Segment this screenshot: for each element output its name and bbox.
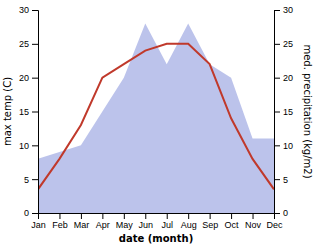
tick-label: 5 [24, 175, 29, 185]
x-axis-title: date (month) [119, 233, 193, 244]
tick: Dec [266, 213, 283, 230]
tick-mark [274, 44, 280, 45]
tick-label: 20 [283, 73, 293, 83]
axis-line [39, 214, 275, 220]
tick: Mar [74, 213, 90, 230]
tick-mark [32, 145, 38, 146]
tick-label: 15 [19, 107, 29, 117]
tick: 5 [24, 175, 38, 185]
tick: 25 [19, 39, 38, 49]
tick-mark [81, 213, 82, 219]
axis-line [275, 11, 281, 214]
tick-label: Mar [74, 220, 90, 230]
tick: Oct [225, 213, 240, 230]
tick: 5 [274, 175, 288, 185]
tick-mark [32, 78, 38, 79]
tick-mark [32, 44, 38, 45]
tick-label: 5 [283, 175, 288, 185]
tick: Jan [31, 213, 46, 230]
tick-label: 30 [283, 5, 293, 15]
tick-mark [231, 213, 232, 219]
tick: Jul [161, 213, 173, 230]
tick-label: 20 [19, 73, 29, 83]
tick-label: Jul [161, 220, 173, 230]
area [38, 24, 274, 213]
tick-mark [274, 145, 280, 146]
tick-mark [274, 10, 280, 11]
y2-axis-title: med. precipitation (kg/m2) [302, 44, 313, 178]
tick-label: Nov [245, 220, 262, 230]
tick: Feb [52, 213, 68, 230]
tick-mark [32, 213, 38, 214]
tick-mark [274, 213, 280, 214]
tick: 10 [274, 141, 293, 151]
tick-label: May [116, 220, 134, 230]
y2-axis: 0 5 10 15 20 25 30 [274, 5, 293, 218]
tick-label: 0 [283, 208, 288, 218]
tick: 20 [19, 73, 38, 83]
tick-label: 30 [19, 5, 29, 15]
tick-label: Dec [266, 220, 283, 230]
tick-mark [124, 213, 125, 219]
tick: 20 [274, 73, 293, 83]
y-axis-title: max temp (C) [2, 77, 13, 146]
tick-mark [210, 213, 211, 219]
tick: Nov [245, 213, 262, 230]
chart: JanFebMarAprMayJunJulAugSepOctNovDec0510… [0, 0, 318, 247]
tick-mark [253, 213, 254, 219]
tick-mark [59, 213, 60, 219]
plot: JanFebMarAprMayJunJulAugSepOctNovDec0510… [2, 5, 313, 244]
x-axis: Jan Feb Mar Apr May Jun Jul Aug Sep Oct Nov Dec [31, 213, 283, 230]
line [38, 44, 274, 189]
tick-label: Sep [202, 220, 218, 230]
tick-mark [274, 78, 280, 79]
marks [38, 24, 274, 213]
y-axis: 0 5 10 15 20 25 30 [19, 5, 39, 218]
tick-mark [32, 10, 38, 11]
tick: 0 [24, 208, 38, 218]
axis-line [32, 11, 39, 214]
tick: 30 [274, 5, 293, 15]
tick: 25 [274, 39, 293, 49]
tick: 15 [274, 107, 293, 117]
tick-label: 15 [283, 107, 293, 117]
tick-label: 10 [19, 141, 29, 151]
tick-label: 0 [24, 208, 29, 218]
tick-label: Oct [225, 220, 240, 230]
tick: Aug [181, 213, 197, 230]
tick: May [116, 213, 134, 230]
tick-label: 25 [283, 39, 293, 49]
tick-label: Aug [181, 220, 197, 230]
tick-label: Jun [139, 220, 154, 230]
tick: 10 [19, 141, 38, 151]
tick: 0 [274, 208, 288, 218]
tick-mark [274, 112, 280, 113]
tick-mark [188, 213, 189, 219]
tick: Sep [202, 213, 218, 230]
tick: 30 [19, 5, 38, 15]
tick-label: Apr [96, 220, 110, 230]
tick-mark [32, 179, 38, 180]
tick-label: 10 [283, 141, 293, 151]
tick-label: Jan [31, 220, 46, 230]
tick-label: 25 [19, 39, 29, 49]
tick: Apr [96, 213, 110, 230]
tick-mark [145, 213, 146, 219]
tick-mark [167, 213, 168, 219]
tick-mark [274, 179, 280, 180]
tick-mark [32, 112, 38, 113]
tick: Jun [139, 213, 154, 230]
tick: 15 [19, 107, 38, 117]
tick-label: Feb [52, 220, 68, 230]
tick-mark [102, 213, 103, 219]
